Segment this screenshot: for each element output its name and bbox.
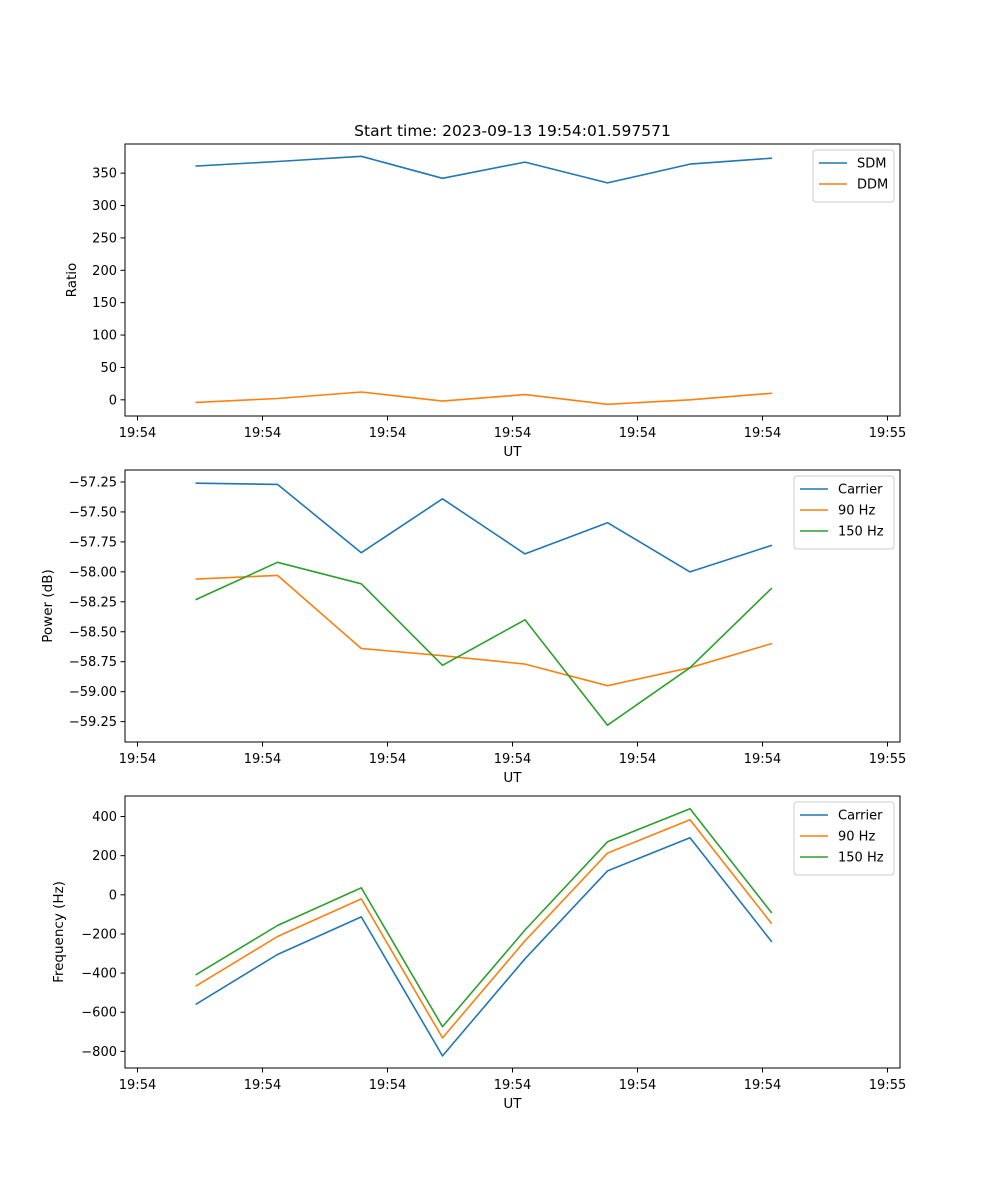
y-tick-label: −800 bbox=[81, 1045, 117, 1060]
y-tick-label: −58.25 bbox=[69, 595, 117, 610]
x-tick-label: 19:54 bbox=[494, 1078, 531, 1093]
x-tick-label: 19:54 bbox=[619, 1078, 656, 1093]
y-tick-label: −59.25 bbox=[69, 715, 117, 730]
chart-panel-1: 19:54 19:54 19:54 19:54 19:54 19:54 19:55 0 50 10… bbox=[64, 143, 906, 460]
x-tick-label: 19:54 bbox=[119, 1078, 156, 1093]
y-tick-label: 100 bbox=[92, 329, 117, 344]
x-axis-label: UT bbox=[503, 444, 522, 460]
y-tick-label: −57.75 bbox=[69, 535, 117, 550]
x-tick-label: 19:55 bbox=[869, 1078, 906, 1093]
y-axis-label: Frequency (Hz) bbox=[51, 881, 67, 983]
series-line-150-hz bbox=[195, 561, 773, 727]
series-line-sdm bbox=[195, 155, 773, 184]
legend-label: SDM bbox=[857, 157, 886, 172]
x-tick-label: 19:54 bbox=[494, 752, 531, 767]
y-tick-label: −58.50 bbox=[69, 625, 117, 640]
x-tick-label: 19:54 bbox=[119, 752, 156, 767]
x-tick-label: 19:54 bbox=[494, 426, 531, 441]
y-tick-label: 0 bbox=[109, 393, 117, 408]
y-tick-label: 200 bbox=[92, 849, 117, 864]
y-tick-label: −57.25 bbox=[69, 475, 117, 490]
y-tick-label: −600 bbox=[81, 1006, 117, 1021]
series-line-carrier bbox=[195, 482, 773, 573]
legend-label: 90 Hz bbox=[838, 830, 875, 845]
x-tick-label: 19:54 bbox=[619, 426, 656, 441]
series-line-ddm bbox=[195, 391, 773, 406]
series-line-90-hz bbox=[195, 574, 773, 687]
chart-panel-3: 19:54 19:54 19:54 19:54 19:54 19:54 19:55 −800 −… bbox=[51, 795, 906, 1112]
legend-label: 150 Hz bbox=[838, 525, 884, 540]
y-axis-label: Ratio bbox=[64, 263, 80, 298]
y-tick-label: −59.00 bbox=[69, 685, 117, 700]
x-tick-label: 19:54 bbox=[244, 426, 281, 441]
chart-panel-2: 19:54 19:54 19:54 19:54 19:54 19:54 19:55 −57.2… bbox=[40, 469, 906, 786]
y-axis-label: Power (dB) bbox=[40, 569, 56, 642]
legend-label: Carrier bbox=[838, 809, 883, 824]
y-tick-label: 300 bbox=[92, 199, 117, 214]
y-tick-label: 50 bbox=[100, 361, 117, 376]
x-tick-label: 19:55 bbox=[869, 426, 906, 441]
x-tick-label: 19:54 bbox=[369, 752, 406, 767]
legend: Carrier 90 Hz 150 Hz bbox=[793, 475, 895, 550]
x-tick-label: 19:55 bbox=[869, 752, 906, 767]
y-tick-label: 0 bbox=[109, 888, 117, 903]
x-axis-label: UT bbox=[503, 1096, 522, 1112]
y-tick-label: −58.75 bbox=[69, 655, 117, 670]
x-tick-label: 19:54 bbox=[369, 426, 406, 441]
y-tick-label: −58.00 bbox=[69, 565, 117, 580]
legend-label: 150 Hz bbox=[838, 851, 884, 866]
y-tick-label: 150 bbox=[92, 296, 117, 311]
x-tick-label: 19:54 bbox=[244, 1078, 281, 1093]
x-tick-label: 19:54 bbox=[369, 1078, 406, 1093]
y-tick-label: −57.50 bbox=[69, 505, 117, 520]
series-line-150-hz bbox=[195, 807, 773, 1028]
series-line-carrier bbox=[195, 836, 773, 1057]
series-line-90-hz bbox=[195, 818, 773, 1039]
x-tick-label: 19:54 bbox=[244, 752, 281, 767]
x-tick-label: 19:54 bbox=[744, 1078, 781, 1093]
legend: SDM DDM bbox=[812, 149, 895, 203]
x-tick-label: 19:54 bbox=[119, 426, 156, 441]
x-tick-label: 19:54 bbox=[744, 752, 781, 767]
legend: Carrier 90 Hz 150 Hz bbox=[793, 801, 895, 876]
x-tick-label: 19:54 bbox=[744, 426, 781, 441]
y-tick-label: −400 bbox=[81, 967, 117, 982]
y-tick-label: 250 bbox=[92, 231, 117, 246]
figure-title: Start time: 2023-09-13 19:54:01.597571 bbox=[354, 122, 671, 140]
legend-label: Carrier bbox=[838, 483, 883, 498]
x-tick-label: 19:54 bbox=[619, 752, 656, 767]
legend-label: DDM bbox=[857, 178, 888, 193]
x-axis-label: UT bbox=[503, 770, 522, 786]
legend-label: 90 Hz bbox=[838, 504, 875, 519]
y-tick-label: 200 bbox=[92, 264, 117, 279]
y-tick-label: −200 bbox=[81, 927, 117, 942]
y-tick-label: 350 bbox=[92, 167, 117, 182]
y-tick-label: 400 bbox=[92, 810, 117, 825]
